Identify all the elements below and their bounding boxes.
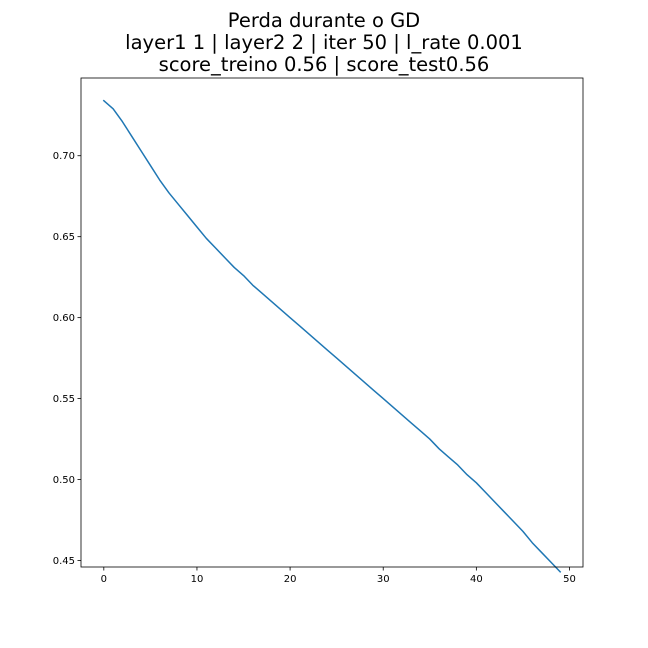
y-tick-label: 0.45	[53, 556, 75, 567]
y-tick-label: 0.70	[53, 151, 75, 162]
chart-title-line-1: Perda durante o GD	[227, 9, 421, 32]
series-line	[102, 99, 562, 573]
y-tick-label: 0.65	[53, 232, 75, 243]
y-tick-label: 0.60	[53, 313, 75, 324]
x-tick-label: 30	[377, 574, 390, 585]
x-tick-label: 10	[191, 574, 204, 585]
x-tick-label: 40	[470, 574, 483, 585]
chart-title-line-3: score_treino 0.56 | score_test0.56	[158, 53, 490, 76]
ticks-layer: 0 10 20 30 40 50 0.45 0.50 0.55 0.60 0.65 0.70	[53, 151, 576, 585]
plot-frame	[80, 77, 584, 568]
x-tick-label: 20	[284, 574, 297, 585]
y-tick-label: 0.55	[53, 394, 75, 405]
x-tick-label: 0	[101, 574, 107, 585]
x-tick-label: 50	[563, 574, 576, 585]
y-tick-label: 0.50	[53, 475, 75, 486]
chart-title-line-2: layer1 1 | layer2 2 | iter 50 | l_rate 0…	[125, 31, 523, 54]
